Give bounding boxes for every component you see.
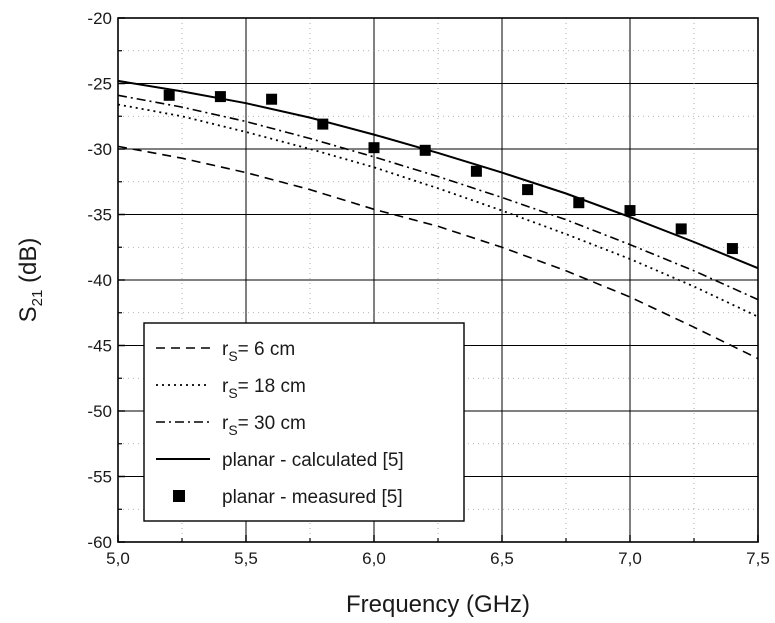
y-axis-title: S21 (dB) (15, 238, 46, 323)
x-tick-label: 6,0 (362, 549, 386, 568)
series-line-1 (117, 103, 759, 318)
legend-label: rS= 18 cm (222, 376, 306, 401)
y-tick-label: -25 (87, 75, 112, 94)
measured-marker (163, 89, 175, 101)
x-tick-label: 5,0 (106, 549, 130, 568)
measured-marker (419, 144, 431, 156)
measured-marker (470, 165, 482, 177)
y-tick-label: -60 (87, 533, 112, 552)
series-layer (117, 79, 759, 360)
measured-marker (317, 118, 329, 130)
legend-label: planar - measured [5] (222, 487, 403, 508)
x-axis-title: Frequency (GHz) (346, 591, 530, 618)
measured-marker (726, 243, 738, 255)
measured-marker (522, 184, 534, 196)
measured-marker (266, 93, 278, 105)
y-tick-label: -45 (87, 337, 112, 356)
legend-label: planar - calculated [5] (222, 450, 404, 471)
x-tick-label: 6,5 (490, 549, 514, 568)
measured-marker (624, 205, 636, 217)
series-line-0 (117, 145, 759, 360)
y-axis-title-sub: 21 (29, 290, 46, 307)
legend: rS= 6 cm rS= 18 cm rS= 30 cm planar - calcu… (143, 322, 465, 522)
legend-label: rS= 6 cm (222, 339, 295, 364)
x-tick-label: 7,0 (618, 549, 642, 568)
y-tick-label: -50 (87, 402, 112, 421)
y-tick-label: -30 (87, 140, 112, 159)
y-axis-title-main: S (15, 306, 42, 322)
y-tick-label: -40 (87, 271, 112, 290)
y-tick-label: -35 (87, 206, 112, 225)
measured-marker (675, 223, 687, 235)
legend-label: rS= 30 cm (222, 413, 306, 438)
y-tick-label: -55 (87, 468, 112, 487)
measured-marker (214, 91, 226, 103)
y-tick-label: -20 (87, 9, 112, 28)
measured-marker (368, 142, 380, 154)
x-tick-label: 7,5 (746, 549, 770, 568)
series-line-2 (117, 94, 759, 301)
y-axis-title-unit: (dB) (15, 238, 42, 290)
tick-layer: 5,0 5,5 6,0 6,5 7,0 7,5 -20 -25 -30 -35 -40 -45 -50 -… (87, 9, 769, 568)
x-tick-label: 5,5 (234, 549, 258, 568)
measured-marker (573, 197, 585, 209)
legend-marker (173, 490, 185, 502)
